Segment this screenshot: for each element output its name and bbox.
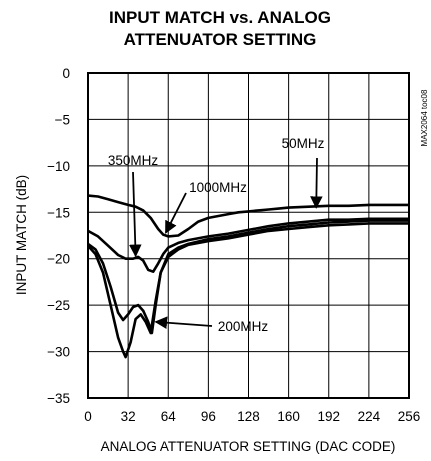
- annotation-arrow-350mhz: [128, 171, 142, 258]
- x-tick-label: 128: [237, 409, 260, 424]
- annotation-layer: 50MHz 350MHz 1000MHz 200MHz: [108, 136, 325, 334]
- annotation-arrow-200mhz: [154, 316, 213, 329]
- y-tick-label: −15: [47, 205, 70, 220]
- series-line-1000mhz: [87, 217, 409, 273]
- annotation-arrow-1000mhz: [164, 192, 187, 234]
- y-tick-label: −20: [47, 252, 70, 267]
- figure-code: MAX2064 toc08: [420, 89, 429, 146]
- y-tick-label: −35: [47, 391, 70, 406]
- x-tick-label: 0: [84, 409, 92, 424]
- x-axis-label: ANALOG ATTENUATOR SETTING (DAC CODE): [101, 439, 396, 454]
- chart-title-line-2: ATTENUATOR SETTING: [124, 30, 317, 49]
- annotation-label-350mhz: 350MHz: [108, 153, 159, 168]
- y-tick-label: −30: [47, 345, 70, 360]
- annotation-label-200mhz: 200MHz: [218, 319, 269, 334]
- annotation-label-1000mhz: 1000MHz: [189, 180, 247, 195]
- x-tick-labels: 0 32 64 96 128 160 192 224 256: [84, 409, 420, 424]
- plot-frame: [87, 72, 410, 399]
- x-tick-label: 32: [121, 409, 136, 424]
- series-line-200mhz: [87, 222, 409, 359]
- y-axis-label: INPUT MATCH (dB): [14, 175, 29, 295]
- y-tick-label: −10: [47, 159, 70, 174]
- y-tick-label: −5: [55, 112, 70, 127]
- x-tick-label: 64: [161, 409, 177, 424]
- chart-title-line-1: INPUT MATCH vs. ANALOG: [109, 8, 331, 27]
- y-tick-label: 0: [62, 66, 70, 81]
- y-tick-label: −25: [47, 298, 70, 313]
- x-tick-label: 192: [317, 409, 340, 424]
- x-tick-label: 160: [277, 409, 300, 424]
- annotation-arrow-50mhz: [310, 157, 323, 209]
- x-tick-label: 224: [358, 409, 381, 424]
- x-tick-label: 96: [201, 409, 216, 424]
- x-tick-label: 256: [398, 409, 421, 424]
- y-tick-labels: 0 −5 −10 −15 −20 −25 −30 −35: [47, 66, 70, 406]
- annotation-label-50mhz: 50MHz: [282, 136, 325, 151]
